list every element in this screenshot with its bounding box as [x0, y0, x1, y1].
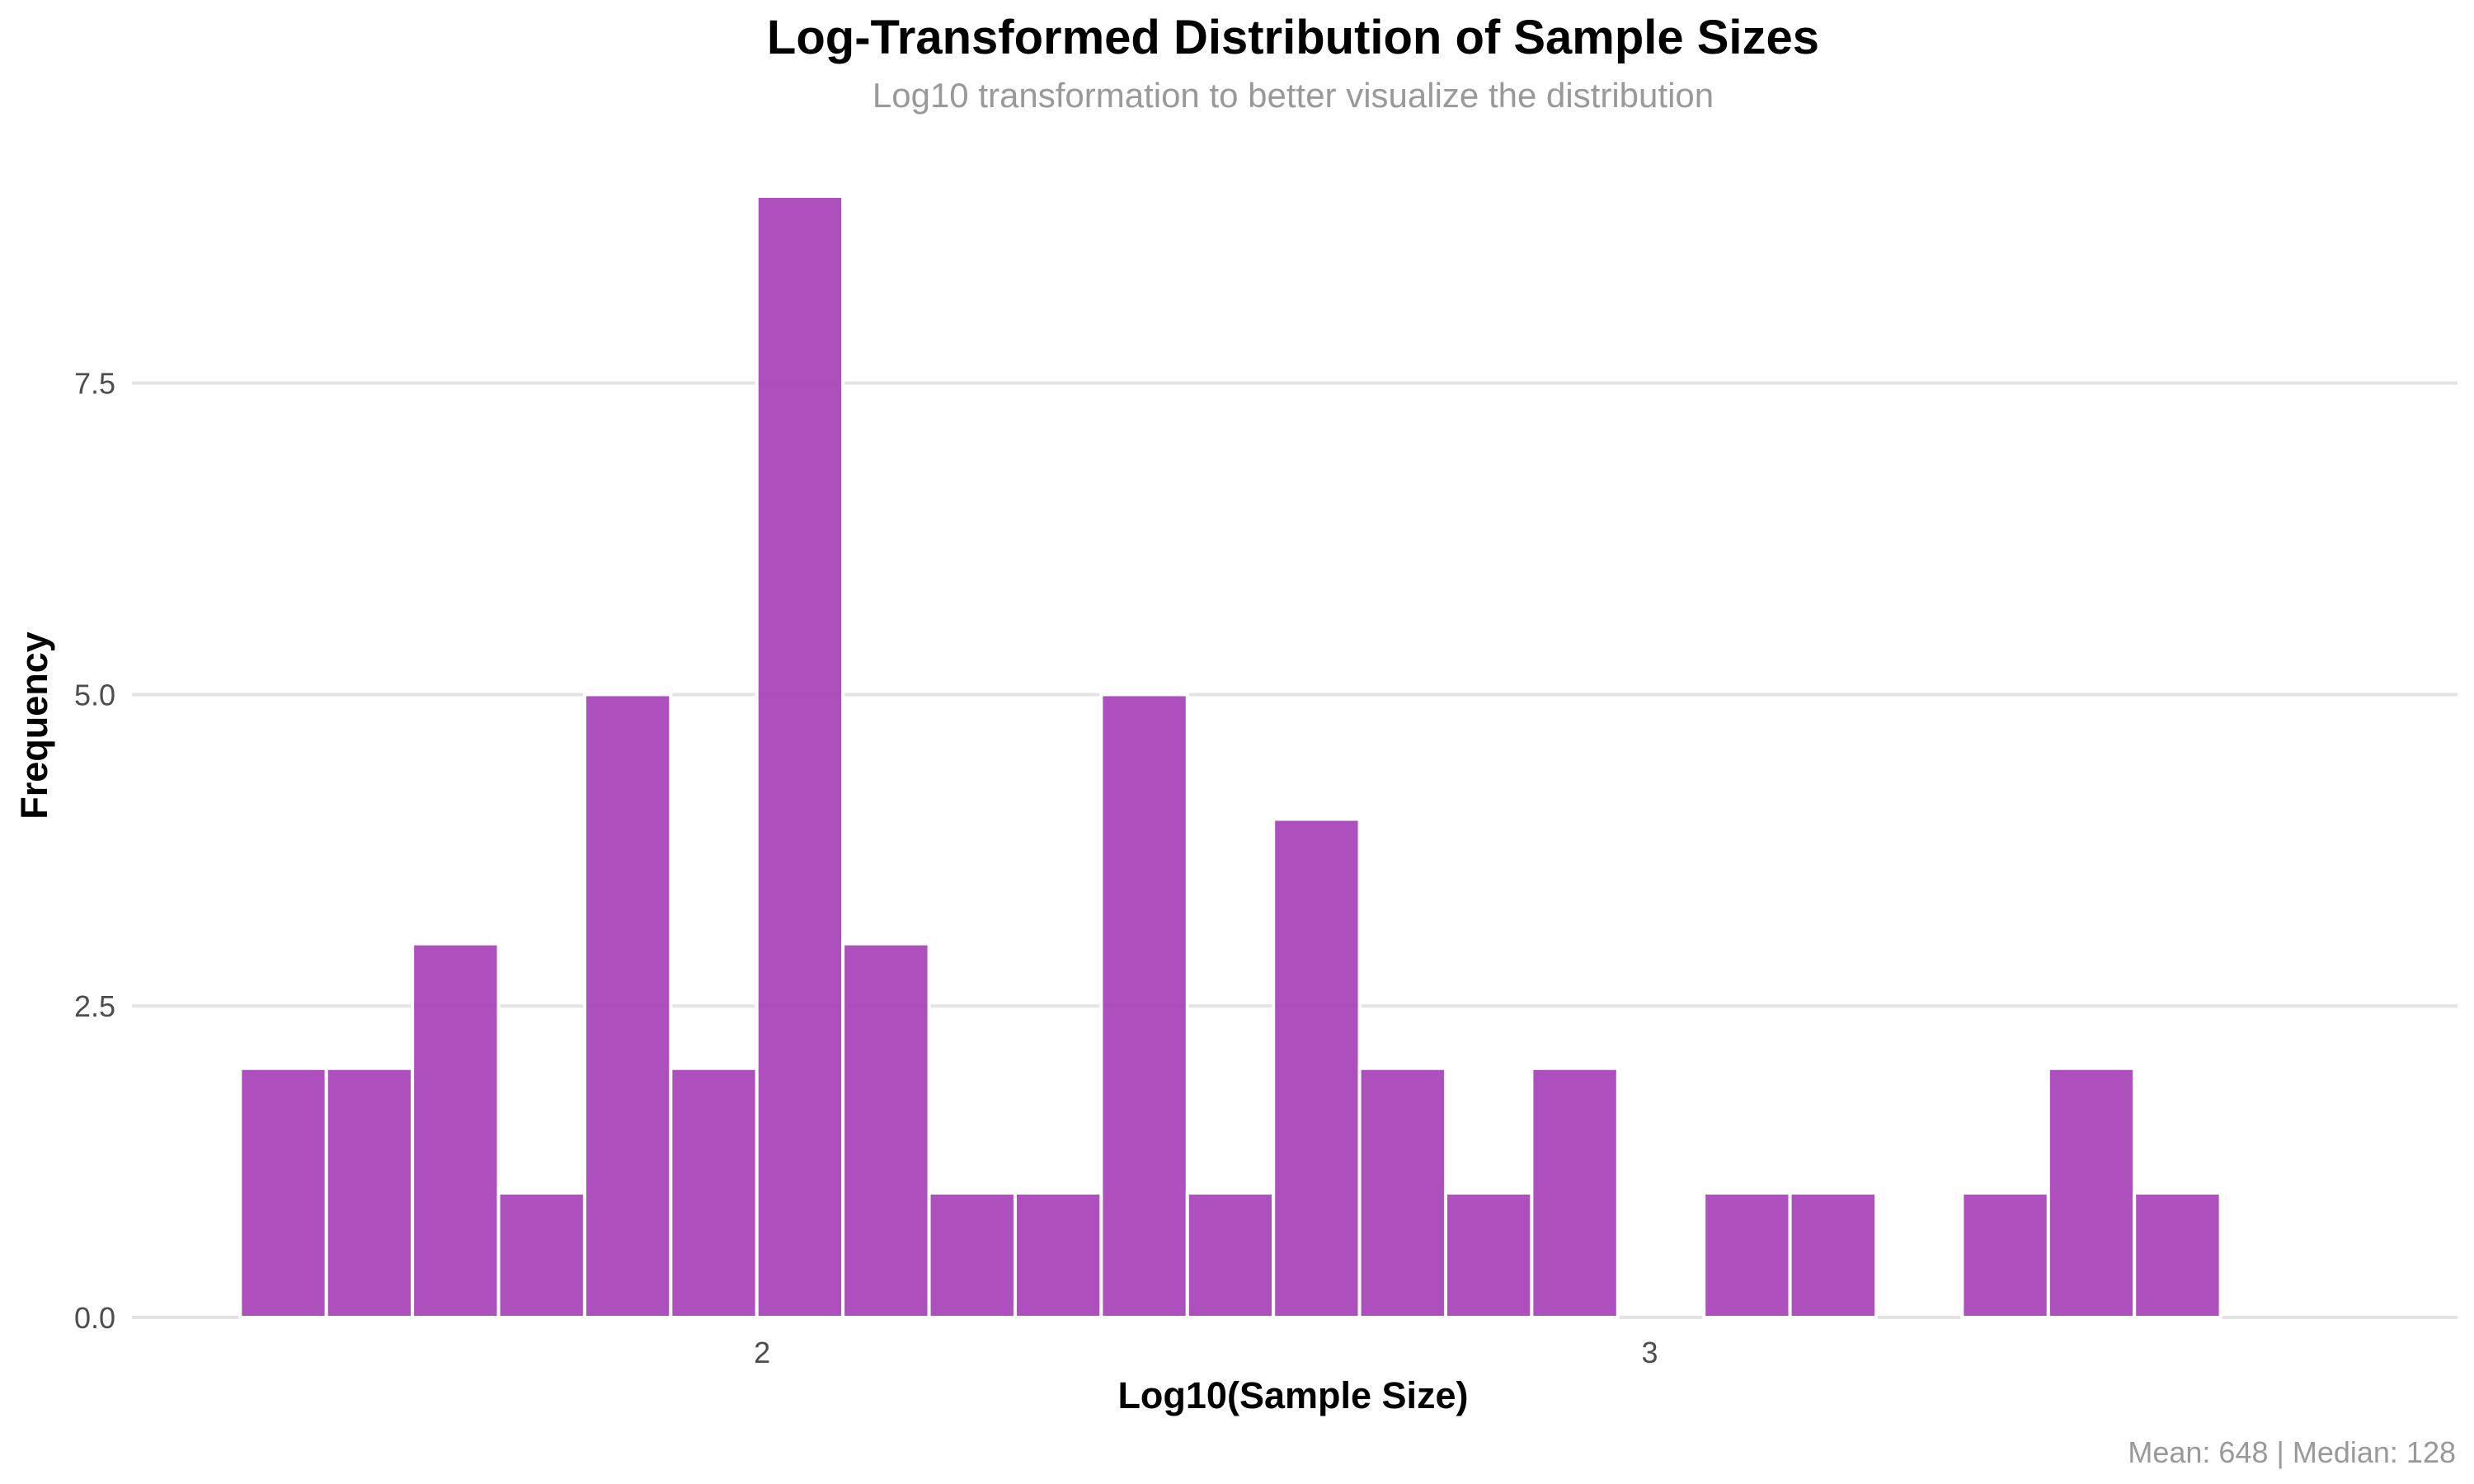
y-tick-label: 0.0: [74, 1301, 115, 1335]
histogram-bar: [1530, 1066, 1620, 1320]
histogram-bar: [1013, 1190, 1103, 1320]
chart-subtitle: Log10 transformation to better visualize…: [872, 76, 1714, 115]
histogram-bar: [1272, 817, 1362, 1319]
chart-title: Log-Transformed Distribution of Sample S…: [767, 11, 1819, 64]
histogram-bar: [927, 1190, 1017, 1320]
histogram-bar: [2046, 1066, 2137, 1320]
histogram-bar: [1443, 1190, 1534, 1320]
histogram-bar: [411, 942, 501, 1319]
y-tick-label: 2.5: [74, 989, 115, 1023]
y-axis-title: Frequency: [13, 632, 55, 819]
histogram-bar: [1788, 1190, 1879, 1320]
histogram-bar: [1702, 1190, 1792, 1320]
histogram-bar: [1357, 1066, 1447, 1320]
x-tick-label: 3: [1642, 1336, 1658, 1369]
histogram-bar: [582, 693, 673, 1319]
histogram-bar: [238, 1066, 328, 1320]
histogram-bar: [841, 942, 931, 1319]
x-axis-title: Log10(Sample Size): [1117, 1374, 1468, 1416]
histogram-bar: [324, 1066, 415, 1320]
axis-tick-labels: 0.0 2.5 5.0 7.5 2 3: [74, 367, 1658, 1369]
histogram-bar: [2133, 1190, 2222, 1320]
histogram-bars: [238, 195, 2222, 1320]
y-tick-label: 7.5: [74, 367, 115, 401]
chart-caption: Mean: 648 | Median: 128: [2128, 1435, 2456, 1469]
y-tick-label: 5.0: [74, 678, 115, 711]
histogram-bar: [496, 1190, 586, 1320]
histogram-bar: [755, 195, 845, 1319]
histogram-bar: [669, 1066, 759, 1320]
x-tick-label: 2: [754, 1336, 770, 1369]
histogram-bar: [1960, 1190, 2050, 1320]
histogram-bar: [1185, 1190, 1276, 1320]
histogram-bar: [1099, 693, 1189, 1319]
